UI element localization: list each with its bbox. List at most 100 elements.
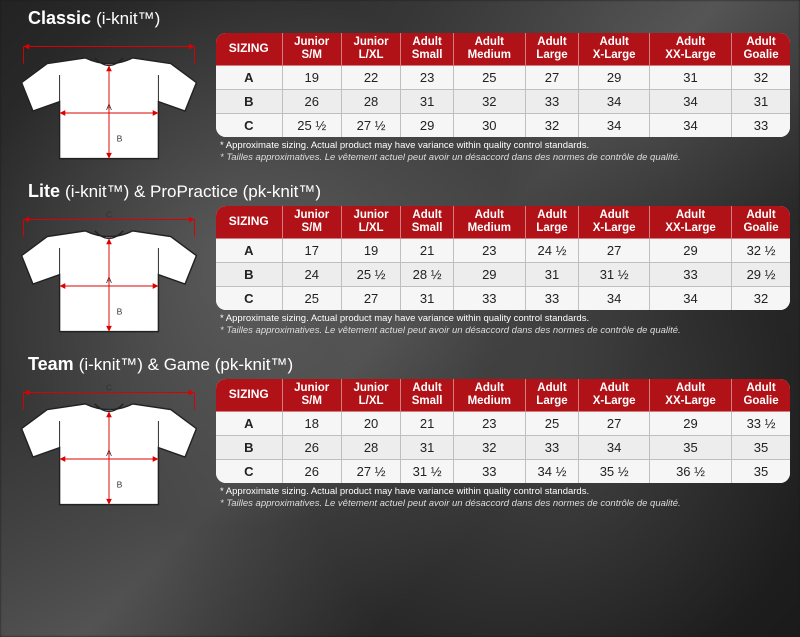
size-cell: 28 ½ [401, 263, 454, 287]
col-header: AdultMedium [454, 206, 526, 239]
disclaimer: * Approximate sizing. Actual product may… [216, 483, 790, 510]
size-cell: 23 [401, 66, 454, 90]
jersey-diagram: C A B [14, 36, 204, 171]
size-cell: 33 [526, 436, 580, 460]
col-header: AdultMedium [454, 379, 526, 412]
size-cell: 32 [732, 287, 790, 310]
size-cell: 31 [526, 263, 580, 287]
col-header: AdultSmall [401, 206, 454, 239]
size-cell: 25 ½ [283, 114, 342, 137]
svg-text:C: C [106, 382, 112, 392]
size-cell: 20 [342, 412, 401, 436]
size-cell: 27 [342, 287, 401, 310]
size-cell: 32 [454, 436, 526, 460]
title-paren: (i-knit™) & ProPractice (pk-knit™) [65, 182, 321, 201]
size-cell: 31 [732, 90, 790, 114]
col-header: JuniorS/M [283, 379, 342, 412]
size-cell: B [216, 263, 283, 287]
col-header: AdultGoalie [732, 206, 790, 239]
title-paren: (i-knit™) & Game (pk-knit™) [79, 355, 293, 374]
size-cell: 23 [454, 412, 526, 436]
size-cell: 34 [579, 90, 650, 114]
size-cell: 33 [454, 460, 526, 483]
col-header: AdultXX-Large [650, 33, 732, 66]
size-cell: 29 [650, 412, 732, 436]
size-cell: 32 ½ [732, 239, 790, 263]
size-table: SIZINGJuniorS/MJuniorL/XLAdultSmallAdult… [216, 379, 790, 483]
size-cell: 32 [732, 66, 790, 90]
section-title: Lite (i-knit™) & ProPractice (pk-knit™) [10, 177, 790, 206]
disclaimer-fr: * Tailles approximatives. Le vêtement ac… [220, 325, 790, 337]
size-cell: 33 [650, 263, 732, 287]
size-cell: B [216, 90, 283, 114]
title-paren: (i-knit™) [96, 9, 160, 28]
size-cell: 19 [283, 66, 342, 90]
size-cell: 35 [732, 460, 790, 483]
size-cell: 33 [454, 287, 526, 310]
title-main: Lite [28, 181, 60, 201]
size-cell: C [216, 460, 283, 483]
size-cell: 22 [342, 66, 401, 90]
table-wrap: SIZINGJuniorS/MJuniorL/XLAdultSmallAdult… [216, 206, 790, 337]
size-cell: A [216, 412, 283, 436]
size-cell: 34 [650, 114, 732, 137]
col-header: SIZING [216, 206, 283, 239]
section-title: Classic (i-knit™) [10, 4, 790, 33]
svg-text:C: C [106, 209, 112, 219]
size-cell: 30 [454, 114, 526, 137]
section-1: Lite (i-knit™) & ProPractice (pk-knit™) … [10, 177, 790, 346]
size-cell: 25 ½ [342, 263, 401, 287]
size-cell: 24 [283, 263, 342, 287]
content-root: Classic (i-knit™) C A B [0, 0, 800, 529]
size-cell: 31 ½ [401, 460, 454, 483]
size-row: C25 ½27 ½293032343433 [216, 114, 790, 137]
size-cell: 25 [526, 412, 580, 436]
col-header: AdultX-Large [579, 33, 650, 66]
size-cell: 17 [283, 239, 342, 263]
size-cell: 34 [650, 90, 732, 114]
col-header: AdultMedium [454, 33, 526, 66]
size-cell: 29 [579, 66, 650, 90]
size-cell: 25 [454, 66, 526, 90]
col-header: JuniorL/XL [342, 33, 401, 66]
size-cell: 29 [454, 263, 526, 287]
size-cell: 24 ½ [526, 239, 580, 263]
size-cell: 33 [526, 287, 580, 310]
size-row: C2627 ½31 ½3334 ½35 ½36 ½35 [216, 460, 790, 483]
size-row: B2628313233343535 [216, 436, 790, 460]
size-cell: 26 [283, 460, 342, 483]
jersey-diagram: C A B [14, 209, 204, 344]
size-cell: 35 [650, 436, 732, 460]
size-cell: 19 [342, 239, 401, 263]
size-cell: 33 ½ [732, 412, 790, 436]
disclaimer-en: * Approximate sizing. Actual product may… [220, 140, 790, 152]
col-header: JuniorS/M [283, 33, 342, 66]
section-2: Team (i-knit™) & Game (pk-knit™) C A B [10, 350, 790, 519]
size-cell: 33 [526, 90, 580, 114]
size-row: C2527313333343432 [216, 287, 790, 310]
size-cell: 26 [283, 90, 342, 114]
col-header: AdultLarge [526, 33, 580, 66]
svg-text:B: B [117, 479, 123, 489]
size-cell: 29 [650, 239, 732, 263]
size-cell: 29 [401, 114, 454, 137]
size-cell: 31 [650, 66, 732, 90]
size-cell: 27 [579, 412, 650, 436]
col-header: AdultSmall [401, 379, 454, 412]
col-header: AdultXX-Large [650, 379, 732, 412]
size-cell: 27 ½ [342, 460, 401, 483]
size-cell: 34 [579, 287, 650, 310]
size-cell: 27 ½ [342, 114, 401, 137]
size-cell: 21 [401, 412, 454, 436]
size-cell: 27 [526, 66, 580, 90]
col-header: AdultLarge [526, 206, 580, 239]
col-header: SIZING [216, 33, 283, 66]
size-cell: 26 [283, 436, 342, 460]
table-wrap: SIZINGJuniorS/MJuniorL/XLAdultSmallAdult… [216, 379, 790, 510]
col-header: AdultGoalie [732, 33, 790, 66]
col-header: AdultSmall [401, 33, 454, 66]
size-row: A1922232527293132 [216, 66, 790, 90]
size-cell: 35 [732, 436, 790, 460]
size-cell: A [216, 66, 283, 90]
size-cell: 31 [401, 287, 454, 310]
